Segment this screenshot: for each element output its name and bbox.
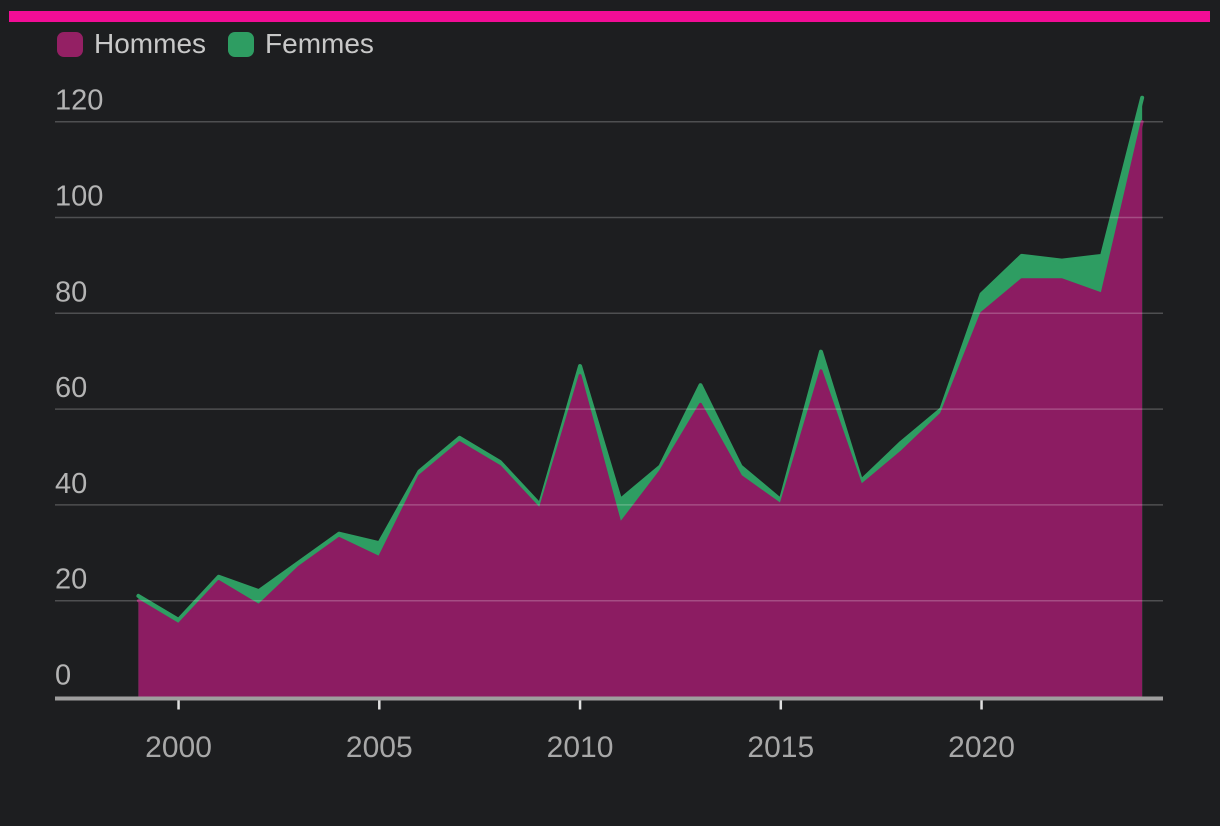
legend-swatch-hommes [57,31,83,57]
series-hommes-line [136,120,1144,627]
y-axis-label: 20 [55,564,87,596]
x-axis-label: 2015 [747,731,814,764]
y-axis-label: 40 [55,468,87,500]
y-axis-label: 0 [55,660,71,692]
y-axis-label: 60 [55,372,87,404]
legend-item-hommes[interactable]: Hommes [57,30,206,58]
accent-bar [9,11,1210,22]
legend-swatch-femmes [228,31,255,57]
legend-label-hommes: Hommes [94,28,207,59]
series-femmes-line [136,95,1145,622]
x-axis-label: 2005 [346,731,413,764]
y-axis-label: 80 [55,276,87,308]
x-axis-label: 2020 [948,731,1015,764]
series-hommes-area [138,121,1143,697]
y-axis-label: 120 [55,85,103,117]
x-axis-label: 2000 [145,731,212,764]
legend: Hommes Femmes [57,30,374,58]
x-axis-label: 2010 [547,731,614,764]
legend-label-femmes: Femmes [265,28,374,59]
legend-item-femmes[interactable]: Femmes [228,30,374,58]
y-axis-label: 100 [55,181,103,213]
